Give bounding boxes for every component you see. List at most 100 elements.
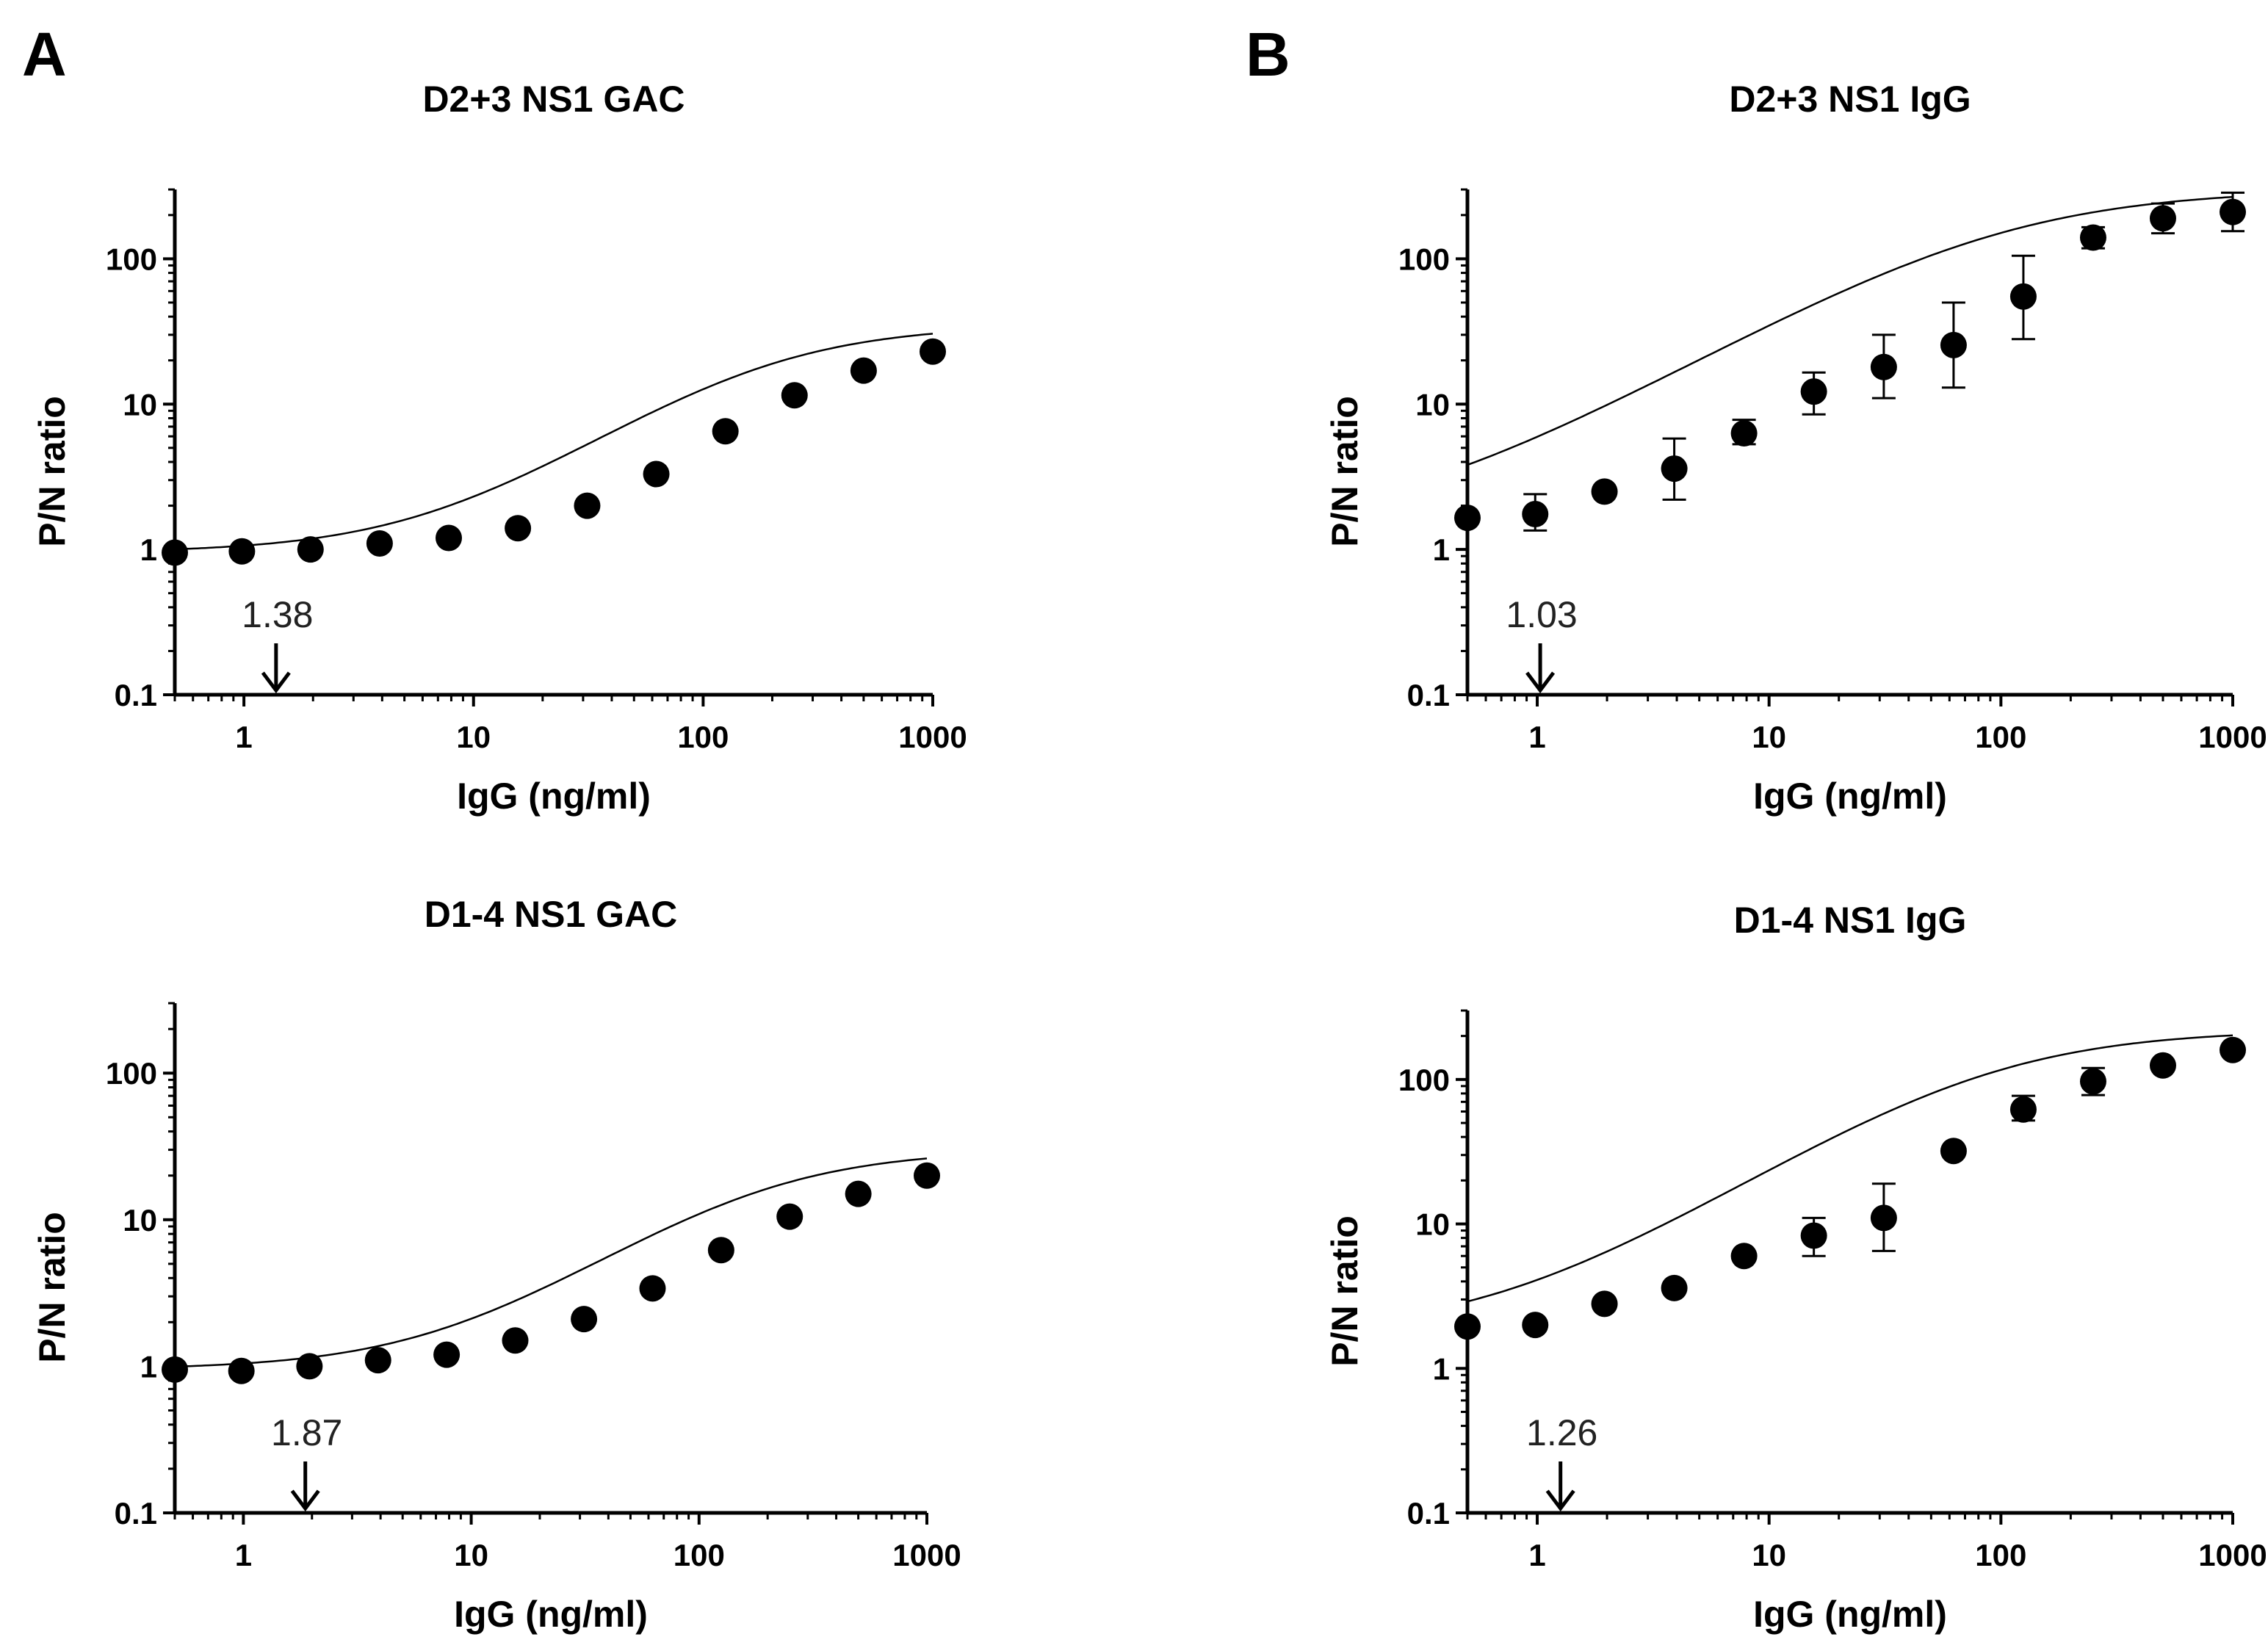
data-point [1522, 1312, 1549, 1339]
data-point [845, 1180, 872, 1207]
y-tick-label: 100 [1398, 242, 1450, 276]
data-point [2079, 224, 2106, 251]
y-axis-label: P/N ratio [32, 1212, 73, 1363]
data-point [297, 536, 324, 563]
x-tick-label: 100 [1975, 720, 2026, 754]
y-tick-label: 10 [1415, 387, 1450, 422]
cutoff-arrow-head [290, 1489, 320, 1512]
x-tick-label: 1 [1528, 720, 1545, 754]
data-point [639, 1275, 666, 1302]
data-point [366, 530, 393, 557]
y-tick-label: 0.1 [115, 1496, 157, 1530]
data-point [1591, 478, 1618, 505]
y-tick-label: 10 [123, 1203, 157, 1237]
y-tick-label: 1 [140, 1349, 157, 1384]
data-point [2009, 283, 2037, 310]
chart-title: D1-4 NS1 GAC [425, 894, 678, 935]
data-point [1661, 455, 1688, 483]
data-point [571, 1306, 598, 1333]
x-tick-label: 10 [1752, 1538, 1786, 1572]
data-point [1940, 1138, 1967, 1165]
chart-d23-ns1-gac: D2+3 NS1 GAC 1 10 100 1000 0.1 1 10 100 IgG (ng/m… [32, 79, 967, 817]
data-point [1800, 1222, 1827, 1249]
x-tick-label: 1000 [892, 1538, 961, 1572]
data-point [162, 539, 188, 566]
x-tick-label: 1 [235, 1538, 252, 1572]
cutoff-label: 1.26 [1526, 1412, 1597, 1453]
fit-curve [1467, 1034, 2233, 1303]
data-point [2149, 205, 2176, 232]
data-point [162, 1356, 188, 1383]
y-axis-label: P/N ratio [32, 396, 73, 547]
data-point [1800, 378, 1827, 405]
x-tick-label: 10 [1752, 720, 1786, 754]
x-tick-label: 100 [673, 1538, 725, 1572]
y-tick-label: 1 [1433, 532, 1450, 567]
y-tick-label: 100 [106, 1056, 157, 1091]
data-point [1940, 331, 1967, 358]
data-point [850, 357, 877, 384]
y-tick-label: 100 [106, 242, 157, 276]
y-tick-label: 1 [1433, 1351, 1450, 1386]
data-point [707, 1237, 734, 1264]
data-point [1454, 505, 1481, 532]
data-point [433, 1341, 461, 1368]
y-tick-label: 10 [1415, 1207, 1450, 1242]
panel-letter-a: A [22, 20, 67, 89]
data-point [2220, 198, 2246, 225]
data-point [1522, 501, 1549, 528]
data-point [1730, 1243, 1758, 1270]
data-point [1870, 353, 1897, 380]
chart-d23-ns1-igg: D2+3 NS1 IgG 1 10 100 1000 0.1 1 10 100 IgG (ng/m… [1324, 79, 2267, 817]
data-point [643, 460, 670, 488]
chart-title: D2+3 NS1 GAC [422, 79, 685, 120]
cutoff-label: 1.87 [271, 1412, 342, 1453]
chart-d14-ns1-igg: D1-4 NS1 IgG 1 10 100 1000 0.1 1 10 100 IgG (ng/m… [1324, 900, 2267, 1635]
x-axis-label: IgG (ng/ml) [1753, 1594, 1947, 1635]
y-tick-label: 100 [1398, 1063, 1450, 1097]
x-tick-label: 1000 [2198, 1538, 2267, 1572]
y-tick-label: 0.1 [1407, 678, 1450, 712]
chart-d14-ns1-gac: D1-4 NS1 GAC 1 10 100 1000 0.1 1 10 100 IgG (ng/m… [32, 894, 961, 1635]
data-point [781, 382, 808, 409]
x-tick-label: 10 [456, 720, 491, 754]
fit-curve [174, 1157, 928, 1368]
x-tick-label: 1000 [2198, 720, 2267, 754]
data-point [712, 418, 739, 445]
cutoff-arrow-head [261, 671, 291, 694]
data-point [920, 338, 946, 365]
data-point [914, 1162, 940, 1189]
y-tick-label: 0.1 [115, 678, 157, 712]
cutoff-arrow-head [1525, 671, 1556, 694]
panel-letter-b: B [1246, 20, 1290, 89]
chart-title: D1-4 NS1 IgG [1734, 900, 1967, 941]
data-point [502, 1327, 529, 1354]
y-tick-label: 1 [140, 532, 157, 567]
chart-title: D2+3 NS1 IgG [1729, 79, 1971, 120]
data-point [228, 1357, 255, 1384]
y-tick-label: 10 [123, 387, 157, 422]
fit-curve [1467, 195, 2233, 466]
data-point [364, 1347, 391, 1374]
x-tick-label: 100 [1975, 1538, 2026, 1572]
data-point [2149, 1052, 2176, 1079]
x-tick-label: 100 [677, 720, 729, 754]
x-axis-label: IgG (ng/ml) [1753, 776, 1947, 817]
cutoff-arrow-head [1545, 1489, 1575, 1512]
cutoff-label: 1.38 [242, 594, 313, 635]
y-axis-label: P/N ratio [1324, 1215, 1365, 1367]
x-axis-label: IgG (ng/ml) [457, 776, 651, 817]
x-tick-label: 10 [454, 1538, 488, 1572]
x-tick-label: 1000 [898, 720, 967, 754]
y-axis-label: P/N ratio [1324, 396, 1365, 547]
data-point [1454, 1313, 1481, 1340]
x-axis-label: IgG (ng/ml) [454, 1594, 648, 1635]
data-point [2009, 1096, 2037, 1123]
data-point [296, 1353, 323, 1380]
data-point [1661, 1274, 1688, 1301]
data-point [574, 492, 601, 519]
data-point [776, 1203, 803, 1230]
x-tick-label: 1 [235, 720, 252, 754]
data-point [505, 515, 532, 542]
data-point [1591, 1290, 1618, 1318]
